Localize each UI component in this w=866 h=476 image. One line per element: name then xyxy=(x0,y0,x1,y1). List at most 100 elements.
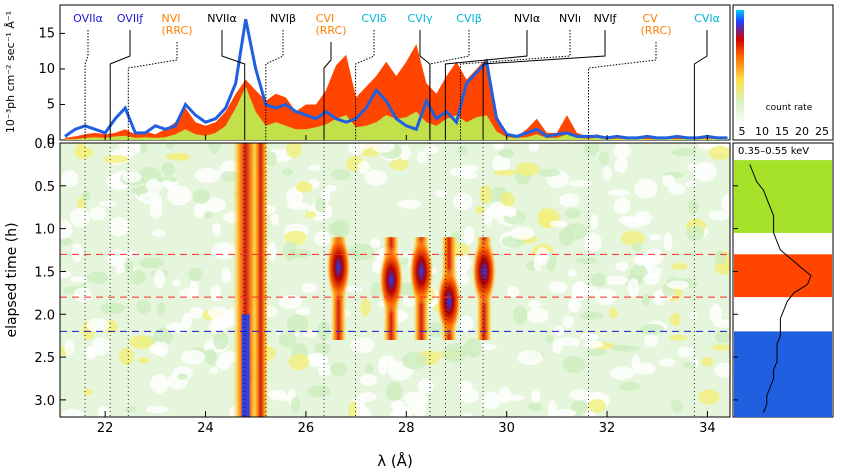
heatmap-speckle xyxy=(97,405,111,417)
heatmap-speckle xyxy=(538,168,561,177)
heatmap-speckle xyxy=(315,198,326,213)
heatmap-speckle xyxy=(212,223,221,236)
heatmap-speckle xyxy=(304,356,329,365)
heatmap-panel: 22 24 26 28 30 32 34 0.0 0.5 1.0 1.5 2.0 2.5 3.0 λ (Å… xyxy=(4,135,731,470)
heatmap-speckle xyxy=(358,143,373,150)
heatmap-speckle xyxy=(283,240,298,261)
heatmap-speckle xyxy=(492,155,511,172)
heatmap-speckle xyxy=(634,178,658,199)
heatmap-speckle xyxy=(513,305,528,325)
heatmap-speckle xyxy=(153,341,163,356)
heatmap-speckle xyxy=(479,185,492,205)
heatmap-speckle xyxy=(682,361,696,369)
heatmap-speckle xyxy=(462,413,474,417)
heatmap-speckle xyxy=(567,269,578,277)
colorbar-tick-label: 15 xyxy=(775,125,789,138)
line-annotation-label: CVI xyxy=(316,12,334,25)
line-annotation-label: NVIƒ xyxy=(594,12,618,25)
heatmap-speckle xyxy=(669,334,687,341)
heatmap-speckle xyxy=(536,247,550,265)
heatmap-speckle xyxy=(70,276,89,283)
heatmap-speckle xyxy=(554,409,577,417)
heatmap-speckle xyxy=(82,389,94,396)
heatmap-speckle xyxy=(459,315,474,332)
heatmap-speckle xyxy=(496,206,517,215)
heatmap-speckle xyxy=(649,234,662,241)
heatmap-speckle xyxy=(528,143,539,152)
line-annotation-label: CVIδ xyxy=(361,12,386,25)
heatmap-speckle xyxy=(61,170,79,187)
heatmap-hot-spot xyxy=(379,246,404,314)
heatmap-speckle xyxy=(708,145,730,160)
heatmap-speckle xyxy=(530,390,541,404)
heatmap-speckle xyxy=(527,300,541,309)
energy-band-label: 0.35–0.55 keV xyxy=(738,146,809,157)
heatmap-speckle xyxy=(157,176,178,183)
heatmap-speckle xyxy=(613,143,631,159)
heatmap-speckle xyxy=(661,174,676,187)
heatmap-speckle xyxy=(671,262,688,270)
line-annotation-leader xyxy=(355,30,375,140)
heatmap-speckle xyxy=(588,399,607,413)
heatmap-speckle xyxy=(698,389,720,405)
heatmap-speckle xyxy=(687,199,699,215)
heatmap-speckle xyxy=(69,207,91,228)
line-annotation-leader xyxy=(127,42,178,140)
colorbar-tick-label: 5 xyxy=(739,125,746,138)
heatmap-speckle xyxy=(86,271,109,285)
line-annotation-leader xyxy=(419,30,431,140)
heatmap-axes: 22 24 26 28 30 32 34 0.0 0.5 1.0 1.5 2.0 2.5 3.0 xyxy=(34,135,716,436)
heatmap-speckle xyxy=(464,338,483,358)
spectrum-y-tick-label: 0 xyxy=(47,133,55,148)
heatmap-speckle xyxy=(613,197,631,215)
y-tick-label: 0.5 xyxy=(34,180,55,195)
heatmap-speckle xyxy=(324,185,337,192)
heatmap-speckle xyxy=(400,256,409,266)
heatmap-speckle xyxy=(268,241,277,261)
heatmap-speckle xyxy=(89,206,107,221)
light-curve-ticks xyxy=(733,142,738,401)
heatmap-speckle xyxy=(194,167,221,184)
heatmap-line-column xyxy=(252,143,269,417)
heatmap-speckle xyxy=(493,169,517,176)
heatmap-speckle xyxy=(635,257,645,266)
heatmap-speckle xyxy=(307,385,331,398)
heatmap-speckle xyxy=(550,220,568,228)
colorbar-frame xyxy=(732,4,834,141)
heatmap-speckle xyxy=(610,344,629,352)
heatmap-speckle xyxy=(567,298,581,313)
heatmap-speckle xyxy=(128,269,146,285)
heatmap-speckle xyxy=(77,197,85,212)
heatmap-speckle xyxy=(666,280,690,290)
x-tick-label: 26 xyxy=(298,421,315,436)
line-annotations: OVIIα OVIIƒ NVI(RRC)NVIIα NVIβ CVI(RRC)CVIδ C… xyxy=(73,12,720,140)
colorbar-label: count rate xyxy=(766,103,813,113)
heatmap-speckle xyxy=(177,153,188,161)
spectrum-y-tick-label: 15 xyxy=(38,26,55,41)
light-curve-line xyxy=(749,164,812,413)
heatmap-hot-spot xyxy=(472,237,497,306)
heatmap-speckle xyxy=(412,403,427,417)
heatmap-speckle xyxy=(179,287,199,299)
heatmap-speckle xyxy=(207,306,230,320)
heatmap-speckle xyxy=(526,307,549,324)
heatmap-speckle xyxy=(61,408,85,417)
heatmap-speckle xyxy=(583,340,603,349)
heatmap-hot-spot xyxy=(409,237,434,306)
line-annotation-leader xyxy=(265,30,284,140)
heatmap-speckle xyxy=(671,148,697,157)
heatmap-speckle xyxy=(87,346,96,357)
line-annotation-label: OVIIα xyxy=(73,12,103,25)
heatmap-speckle xyxy=(136,299,152,314)
heatmap-speckle xyxy=(583,232,602,253)
heatmap-speckle xyxy=(364,169,388,186)
heatmap-speckle xyxy=(317,321,331,341)
heatmap-speckle xyxy=(270,390,287,399)
heatmap-speckle xyxy=(150,374,169,394)
heatmap-speckle xyxy=(711,344,730,351)
y-tick-label: 0.0 xyxy=(34,137,55,152)
heatmap-speckle xyxy=(157,302,166,316)
heatmap-speckle xyxy=(580,333,599,341)
line-annotation-leader xyxy=(444,30,528,140)
heatmap-hot-spot xyxy=(326,233,351,302)
